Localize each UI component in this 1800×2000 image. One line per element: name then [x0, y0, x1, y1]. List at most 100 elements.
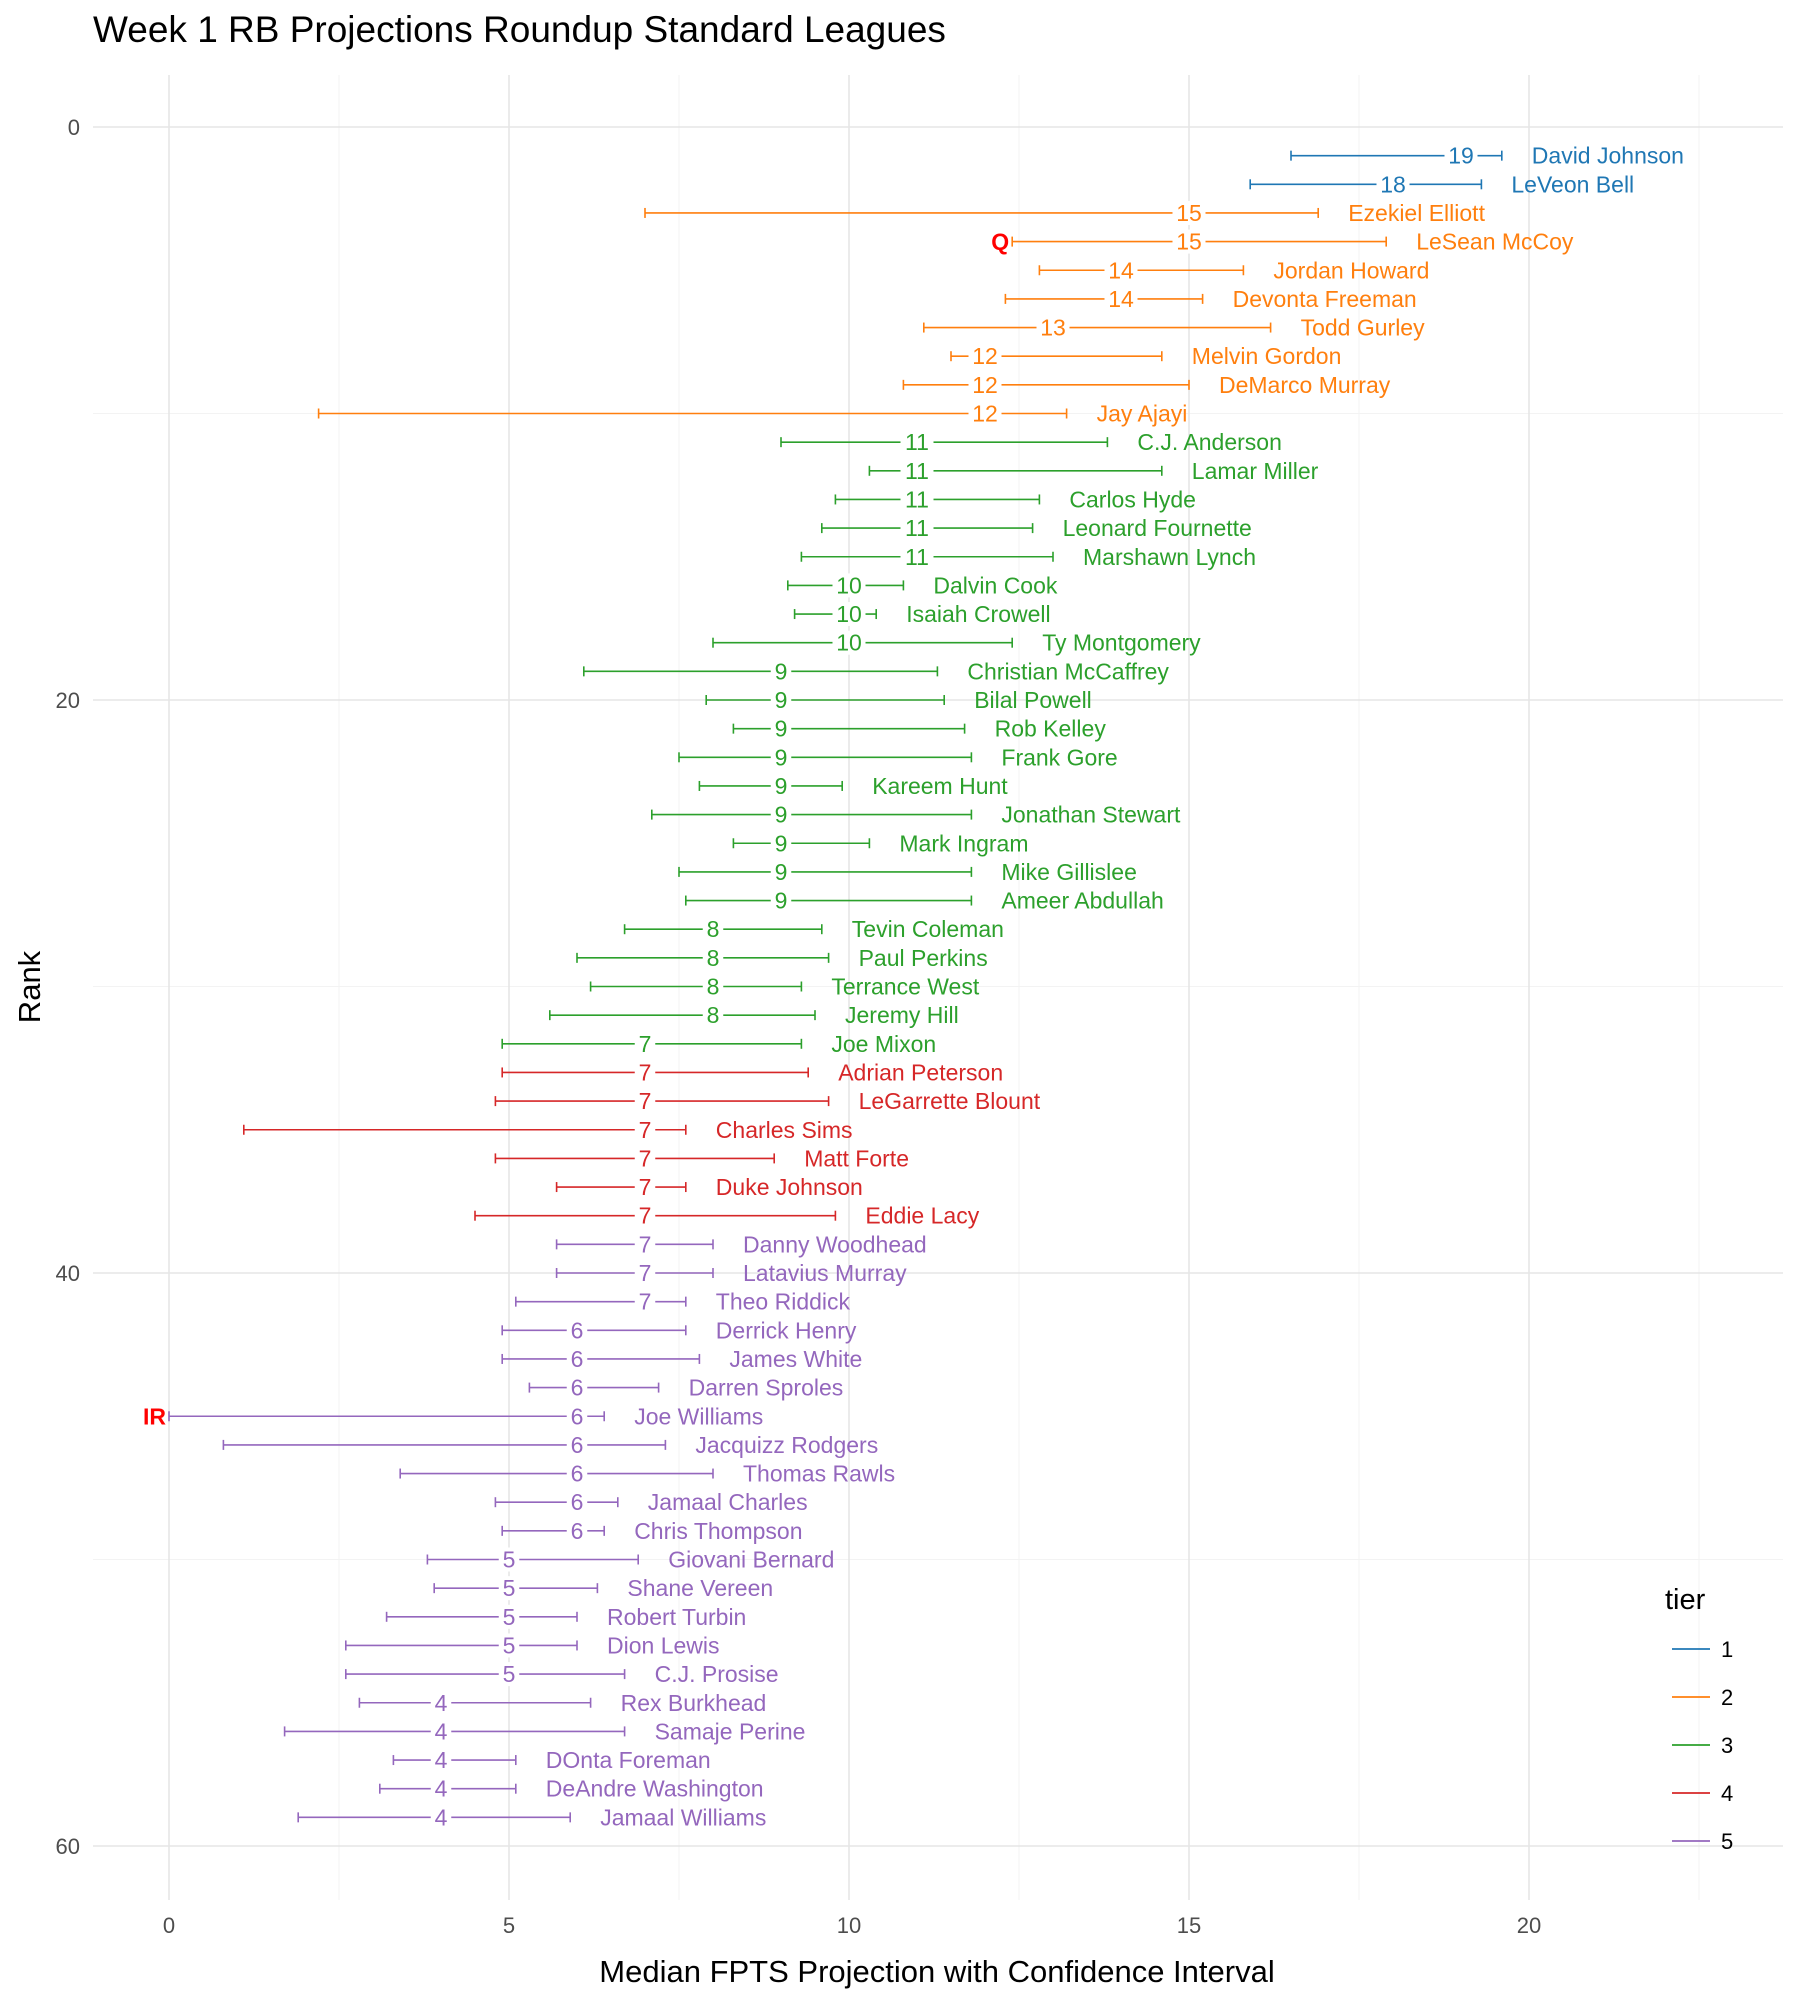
median-label: 19	[1448, 143, 1474, 169]
median-label: 18	[1380, 171, 1406, 197]
player-name-label: Rex Burkhead	[621, 1690, 767, 1716]
median-label-bg	[1104, 286, 1138, 311]
player-name-label: Samaje Perine	[655, 1718, 806, 1744]
median-label: 7	[639, 1145, 652, 1171]
median-label-bg	[1172, 229, 1206, 254]
errorbar-row: 8 Paul Perkins	[576, 945, 988, 971]
chart-title: Week 1 RB Projections Roundup Standard L…	[93, 9, 946, 50]
legend-label: 1	[1721, 1637, 1733, 1662]
median-label: 6	[571, 1317, 584, 1343]
errorbar-row: 9 Frank Gore	[678, 744, 1118, 770]
median-label: 7	[639, 1203, 652, 1229]
median-label-bg	[566, 1346, 588, 1371]
errorbar-row: 19 David Johnson	[1290, 143, 1684, 169]
median-label: 12	[972, 401, 998, 427]
median-label-bg	[634, 1117, 656, 1142]
errorbar-row: 6 James White	[501, 1346, 862, 1372]
median-label: 5	[503, 1575, 516, 1601]
median-label: 4	[435, 1747, 448, 1773]
legend-title: tier	[1665, 1584, 1706, 1616]
median-label: 7	[639, 1031, 652, 1057]
median-label-bg	[430, 1719, 452, 1744]
errorbar-row: 5 Giovani Bernard	[426, 1547, 834, 1573]
errorbar-row: 6 Jamaal Charles	[494, 1489, 808, 1515]
median-label-bg	[770, 802, 792, 827]
median-label: 4	[435, 1804, 448, 1830]
player-name-label: Theo Riddick	[716, 1289, 851, 1315]
errorbar-row: 11 C.J. Anderson	[780, 429, 1282, 455]
median-label-bg	[770, 888, 792, 913]
median-label-bg	[566, 1490, 588, 1515]
median-label-bg	[634, 1031, 656, 1056]
errorbar-row: 10 Ty Montgomery	[712, 630, 1201, 656]
errorbar-row: 5 Shane Vereen	[433, 1575, 773, 1601]
median-label-bg	[770, 773, 792, 798]
median-label: 14	[1108, 286, 1134, 312]
player-name-label: Ameer Abdullah	[1001, 888, 1163, 914]
median-label: 8	[707, 945, 720, 971]
y-tick-label: 60	[56, 1834, 80, 1859]
median-label: 10	[836, 630, 862, 656]
errorbar-row: 15 Ezekiel Elliott	[644, 200, 1486, 226]
median-label-bg	[900, 516, 934, 541]
errorbar-row: 12 DeMarco Murray	[902, 372, 1391, 398]
errorbar-row: 4 Samaje Perine	[283, 1718, 806, 1744]
median-label: 12	[972, 343, 998, 369]
errorbar-row: 7 Duke Johnson	[555, 1174, 863, 1200]
median-label-bg	[566, 1432, 588, 1457]
errorbar-row: 7 Matt Forte	[494, 1145, 909, 1171]
errorbar-row: 7 Eddie Lacy	[474, 1203, 980, 1229]
median-label-bg	[900, 544, 934, 569]
median-label: 9	[775, 658, 788, 684]
median-label-bg	[968, 372, 1002, 397]
median-label: 9	[775, 744, 788, 770]
player-name-label: Derrick Henry	[716, 1317, 857, 1343]
player-name-label: Frank Gore	[1001, 744, 1117, 770]
player-name-label: Jeremy Hill	[845, 1002, 959, 1028]
player-name-label: Shane Vereen	[627, 1575, 773, 1601]
errorbar-row: 7 Theo Riddick	[514, 1289, 851, 1315]
player-name-label: C.J. Anderson	[1137, 429, 1281, 455]
median-label-bg	[1172, 200, 1206, 225]
y-axis-title: Rank	[12, 950, 47, 1023]
player-name-label: Chris Thompson	[634, 1518, 802, 1544]
y-tick-label: 20	[56, 688, 80, 713]
median-label-bg	[566, 1375, 588, 1400]
median-label-bg	[900, 458, 934, 483]
errorbar-row: 8 Tevin Coleman	[623, 916, 1004, 942]
errorbar-row: 4 DeAndre Washington	[378, 1776, 764, 1802]
median-label: 7	[639, 1088, 652, 1114]
player-name-label: Ezekiel Elliott	[1348, 200, 1485, 226]
median-label: 9	[775, 773, 788, 799]
errorbar-row: 10 Dalvin Cook	[786, 572, 1058, 598]
median-label: 9	[775, 716, 788, 742]
player-name-label: Latavius Murray	[743, 1260, 907, 1286]
median-label-bg	[1376, 172, 1410, 197]
player-name-label: Dion Lewis	[607, 1632, 720, 1658]
legend-label: 5	[1721, 1829, 1733, 1854]
player-name-label: LeSean McCoy	[1416, 229, 1574, 255]
median-label: 14	[1108, 257, 1134, 283]
legend-label: 3	[1721, 1733, 1733, 1758]
player-name-label: C.J. Prosise	[655, 1661, 779, 1687]
median-label: 7	[639, 1174, 652, 1200]
player-name-label: DeAndre Washington	[546, 1776, 764, 1802]
player-name-label: Joe Mixon	[831, 1031, 936, 1057]
status-flag: Q	[991, 229, 1009, 255]
median-label-bg	[900, 430, 934, 455]
errorbar-row: 11 Marshawn Lynch	[800, 544, 1256, 570]
errorbar-row: 14 Jordan Howard	[1038, 257, 1429, 283]
errorbar-row: 6 Joe Williams IR	[143, 1403, 763, 1429]
errorbar-row: 6 Thomas Rawls	[399, 1461, 895, 1487]
player-name-label: Tevin Coleman	[852, 916, 1004, 942]
player-name-label: Todd Gurley	[1301, 315, 1426, 341]
status-flag: IR	[143, 1403, 166, 1429]
median-label-bg	[498, 1633, 520, 1658]
errorbar-row: 5 C.J. Prosise	[344, 1661, 779, 1687]
median-label-bg	[634, 1146, 656, 1171]
player-name-label: Carlos Hyde	[1069, 486, 1196, 512]
median-label: 12	[972, 372, 998, 398]
player-name-label: Jordan Howard	[1273, 257, 1429, 283]
player-name-label: David Johnson	[1532, 143, 1684, 169]
